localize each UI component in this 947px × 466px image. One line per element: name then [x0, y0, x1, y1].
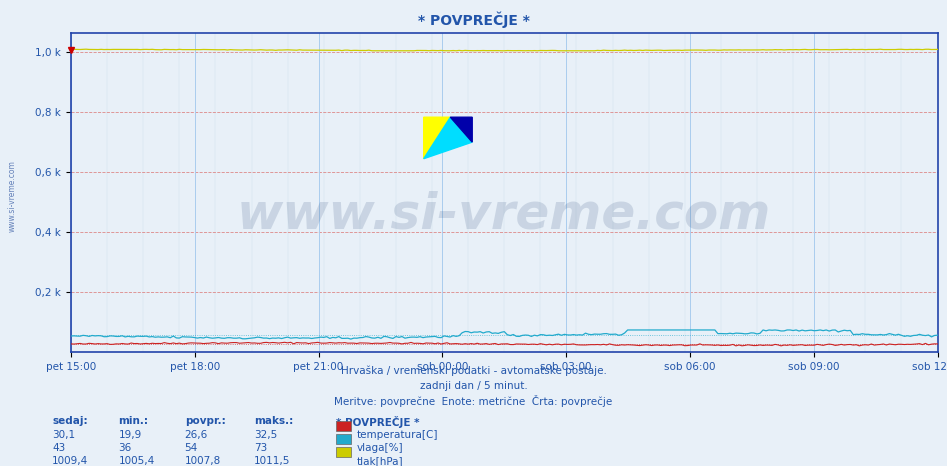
Text: 32,5: 32,5: [254, 430, 277, 439]
Text: 1009,4: 1009,4: [52, 456, 88, 466]
Text: 1005,4: 1005,4: [118, 456, 154, 466]
Text: tlak[hPa]: tlak[hPa]: [357, 456, 403, 466]
Text: 1011,5: 1011,5: [254, 456, 290, 466]
Text: www.si-vreme.com: www.si-vreme.com: [237, 191, 772, 239]
Text: * POVPREČJE *: * POVPREČJE *: [418, 12, 529, 28]
Text: 30,1: 30,1: [52, 430, 75, 439]
Text: 1007,8: 1007,8: [185, 456, 221, 466]
Text: vlaga[%]: vlaga[%]: [357, 443, 403, 452]
Polygon shape: [423, 117, 473, 159]
Text: Hrvaška / vremenski podatki - avtomatske postaje.: Hrvaška / vremenski podatki - avtomatske…: [341, 366, 606, 377]
Text: 54: 54: [185, 443, 198, 452]
Text: zadnji dan / 5 minut.: zadnji dan / 5 minut.: [420, 381, 527, 391]
Polygon shape: [423, 117, 451, 159]
Polygon shape: [451, 117, 473, 142]
Text: 73: 73: [254, 443, 267, 452]
Text: www.si-vreme.com: www.si-vreme.com: [8, 160, 17, 232]
Text: povpr.:: povpr.:: [185, 416, 225, 425]
Text: min.:: min.:: [118, 416, 149, 425]
Text: * POVPREČJE *: * POVPREČJE *: [336, 416, 420, 428]
Text: temperatura[C]: temperatura[C]: [357, 430, 438, 439]
Text: 26,6: 26,6: [185, 430, 208, 439]
Text: maks.:: maks.:: [254, 416, 293, 425]
Text: 19,9: 19,9: [118, 430, 142, 439]
Text: Meritve: povprečne  Enote: metrične  Črta: povprečje: Meritve: povprečne Enote: metrične Črta:…: [334, 395, 613, 407]
Text: 36: 36: [118, 443, 132, 452]
Text: sedaj:: sedaj:: [52, 416, 88, 425]
Text: 43: 43: [52, 443, 65, 452]
